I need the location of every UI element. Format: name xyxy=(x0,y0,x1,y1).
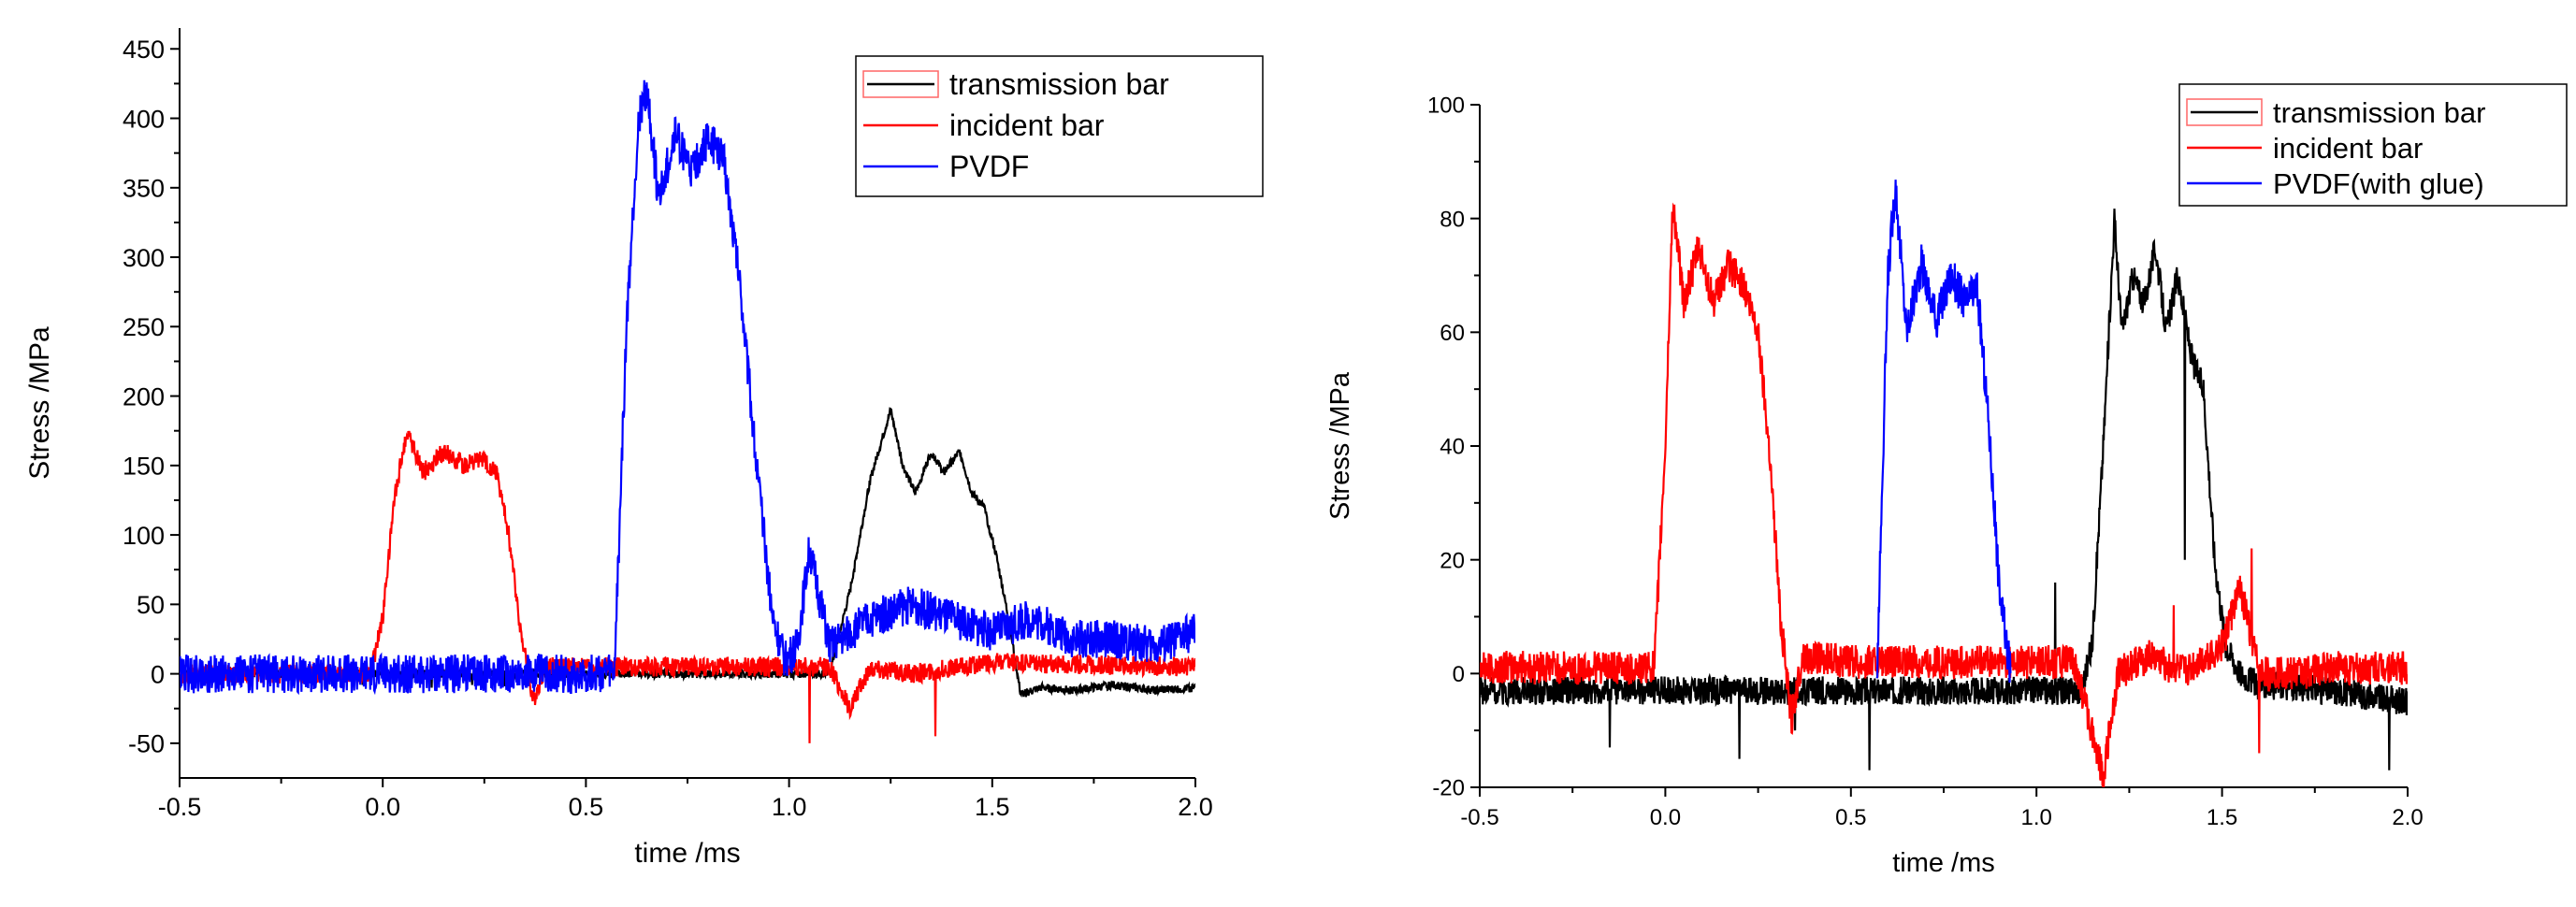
y-tick-label: 100 xyxy=(1427,94,1465,119)
x-tick-label: 1.5 xyxy=(2207,805,2237,830)
y-tick-label: 20 xyxy=(1440,548,1465,573)
y-tick-label: 400 xyxy=(123,105,165,133)
x-axis-label: time /ms xyxy=(1892,848,1995,878)
y-tick-label: 450 xyxy=(123,36,165,64)
y-tick-label: -20 xyxy=(1432,776,1465,801)
y-tick-label: 200 xyxy=(123,382,165,410)
x-tick-label: -0.5 xyxy=(158,793,202,821)
legend-label: PVDF(with glue) xyxy=(2273,167,2484,200)
y-tick-label: 150 xyxy=(123,453,165,481)
chart-left: -0.5 0.0 0.5 1.0 1.5 2.0 -50 0 50 100 150 200 250 300… xyxy=(24,28,1264,869)
y-tick-label: 0 xyxy=(1453,662,1465,687)
chart-right: -0.5 0.0 0.5 1.0 1.5 2.0 -20 0 20 40 60 80 100 time /… xyxy=(1325,83,2568,878)
legend-label: incident bar xyxy=(2273,132,2423,165)
legend-swatch-box xyxy=(862,70,939,98)
legend-swatch-box xyxy=(2186,98,2263,126)
legend-label: transmission bar xyxy=(2273,96,2485,129)
x-tick-label: 1.0 xyxy=(772,793,807,821)
series-line-pvdf-with-glue- xyxy=(1875,180,2012,684)
x-tick-label: 0.0 xyxy=(1650,805,1681,830)
x-tick-label: 0.0 xyxy=(365,793,400,821)
y-tick-label: 60 xyxy=(1440,321,1465,346)
y-tick-label: 100 xyxy=(123,522,165,550)
y-tick-label: 250 xyxy=(123,313,165,341)
x-tick-label: 0.5 xyxy=(569,793,604,821)
legend: transmission bar incident bar PVDF xyxy=(855,55,1264,197)
x-tick-label: 0.5 xyxy=(1835,805,1866,830)
legend-frame xyxy=(2178,83,2568,207)
y-tick-label: 40 xyxy=(1440,435,1465,460)
x-axis-label: time /ms xyxy=(634,838,740,869)
x-tick-label: 1.0 xyxy=(2021,805,2052,830)
y-tick-label: 350 xyxy=(123,175,165,203)
y-tick-label: 80 xyxy=(1440,207,1465,232)
x-tick-label: 1.5 xyxy=(975,793,1010,821)
x-tick-label: 2.0 xyxy=(2392,805,2423,830)
legend-label: incident bar xyxy=(949,108,1105,142)
y-tick-label: -50 xyxy=(128,730,165,758)
y-tick-label: 0 xyxy=(151,660,165,688)
legend-label: transmission bar xyxy=(949,67,1169,101)
legend-label: PVDF xyxy=(949,150,1029,183)
y-tick-label: 300 xyxy=(123,244,165,272)
x-tick-label: -0.5 xyxy=(1460,805,1498,830)
y-axis-label: Stress /MPa xyxy=(24,326,55,480)
y-axis-label: Stress /MPa xyxy=(1325,371,1355,520)
x-tick-label: 2.0 xyxy=(1178,793,1213,821)
y-tick-label: 50 xyxy=(137,591,165,619)
series-line-incident-bar xyxy=(180,430,1195,743)
series-line-pvdf xyxy=(180,79,1195,696)
series-line-incident-bar xyxy=(1480,202,2408,787)
series-line-transmission-bar xyxy=(180,407,1195,698)
